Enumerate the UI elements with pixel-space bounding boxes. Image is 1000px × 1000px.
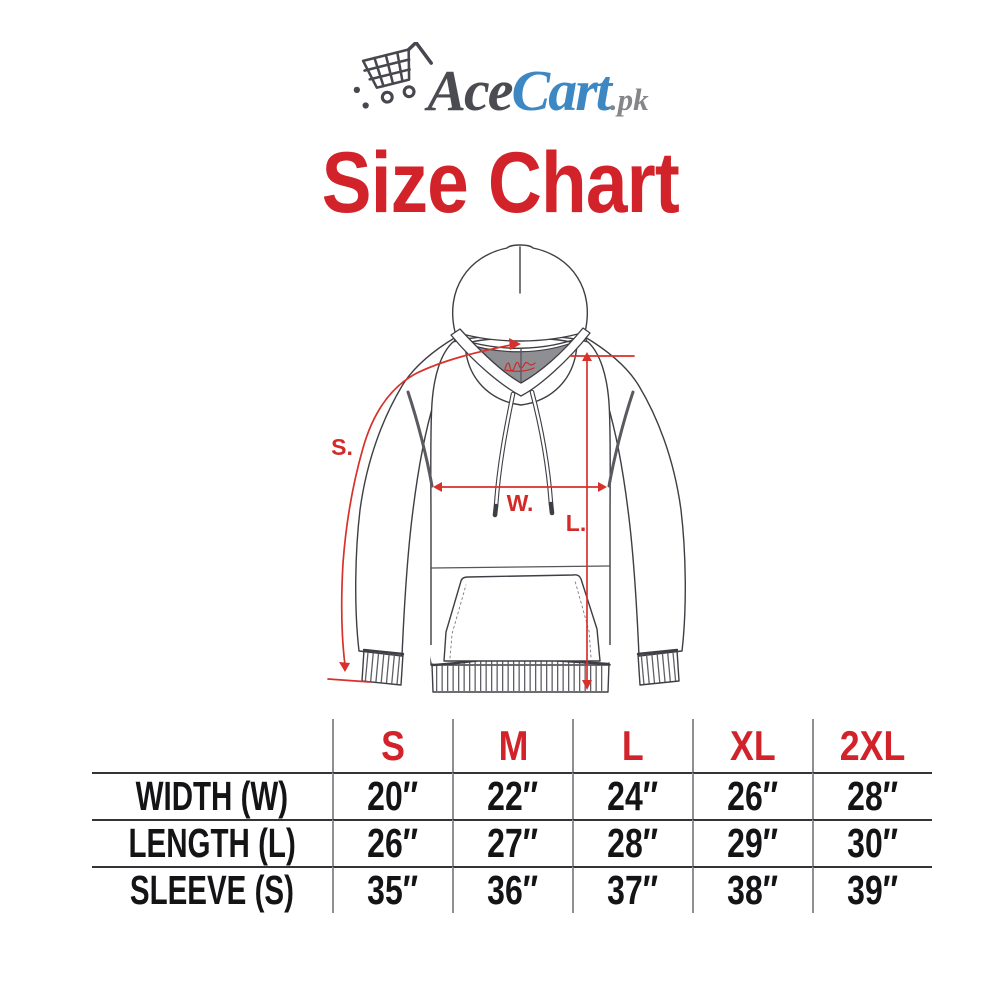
width-value-l: 24″: [572, 772, 692, 819]
brand-wordmark: AceCart.pk: [427, 62, 648, 126]
measurement-annotations: S. W. L.: [327, 338, 635, 690]
hoodie-drawing: S. W. L.: [327, 244, 686, 693]
length-value-l: 28″: [572, 819, 692, 866]
sleeve-arrowhead-top: [509, 338, 521, 350]
width-value-2xl: 28″: [812, 772, 932, 819]
sleeve-value-m: 36″: [452, 866, 572, 913]
length-value-2xl: 30″: [812, 819, 932, 866]
armhole-seams: [406, 390, 635, 488]
brand-domain-suffix: .pk: [609, 82, 649, 117]
collar-band: [450, 327, 591, 397]
length-arrowhead-top: [582, 352, 592, 361]
sleeve-value-s: 35″: [332, 866, 452, 913]
chest-seam: [431, 565, 610, 569]
sleeve-end-tick: [327, 678, 371, 683]
size-column-header-xl: XL: [692, 719, 812, 772]
width-value-xl: 26″: [692, 772, 812, 819]
sleeve-value-l: 37″: [572, 866, 692, 913]
red-script-brand-tag-icon: [504, 361, 536, 372]
hem-outline: [431, 662, 610, 693]
right-cuff-edge: [636, 648, 679, 656]
length-value-s: 26″: [332, 819, 452, 866]
width-arrowhead-right: [598, 482, 607, 492]
length-value-m: 27″: [452, 819, 572, 866]
table-corner-cell: [92, 719, 332, 772]
row-label-sleeve: SLEEVE (S): [92, 866, 332, 913]
row-label-width: WIDTH (W): [92, 772, 332, 819]
width-value-s: 20″: [332, 772, 452, 819]
size-table: S M L XL 2XL WIDTH (W) 20″ 22″ 24″ 26″ 2…: [92, 719, 932, 913]
length-value-xl: 29″: [692, 819, 812, 866]
logo: AceCart.pk: [0, 42, 1000, 126]
sleeve-arrowhead-bottom: [339, 662, 350, 672]
size-column-header-s: S: [332, 719, 452, 772]
sleeve-value-xl: 38″: [692, 866, 812, 913]
drawstrings: [492, 389, 555, 518]
right-cuff-ribbing: [640, 652, 677, 685]
width-value-m: 22″: [452, 772, 572, 819]
page-title: Size Chart: [321, 135, 679, 231]
width-arrowhead-left: [433, 482, 442, 492]
pocket-stitching: [449, 580, 592, 659]
shopping-cart-icon: [354, 42, 434, 109]
size-column-header-l: L: [572, 719, 692, 772]
width-measure-label: W.: [507, 490, 534, 516]
length-arrowhead-bottom: [582, 680, 592, 690]
row-label-length: LENGTH (L): [92, 819, 332, 866]
length-measure-label: L.: [566, 510, 586, 536]
left-cuff-ribbing: [364, 652, 401, 685]
brand-name-ace: Ace: [427, 58, 513, 123]
left-cuff-edge: [362, 648, 405, 656]
size-column-header-2xl: 2XL: [812, 719, 932, 772]
brand-name-cart: Cart: [511, 58, 612, 123]
sleeve-measure-line: [340, 344, 512, 666]
sleeve-measure-label: S.: [331, 434, 353, 460]
hoodie-diagram: S. W. L.: [295, 232, 705, 717]
kangaroo-pocket: [443, 574, 601, 662]
sleeve-value-2xl: 39″: [812, 866, 932, 913]
size-column-header-m: M: [452, 719, 572, 772]
